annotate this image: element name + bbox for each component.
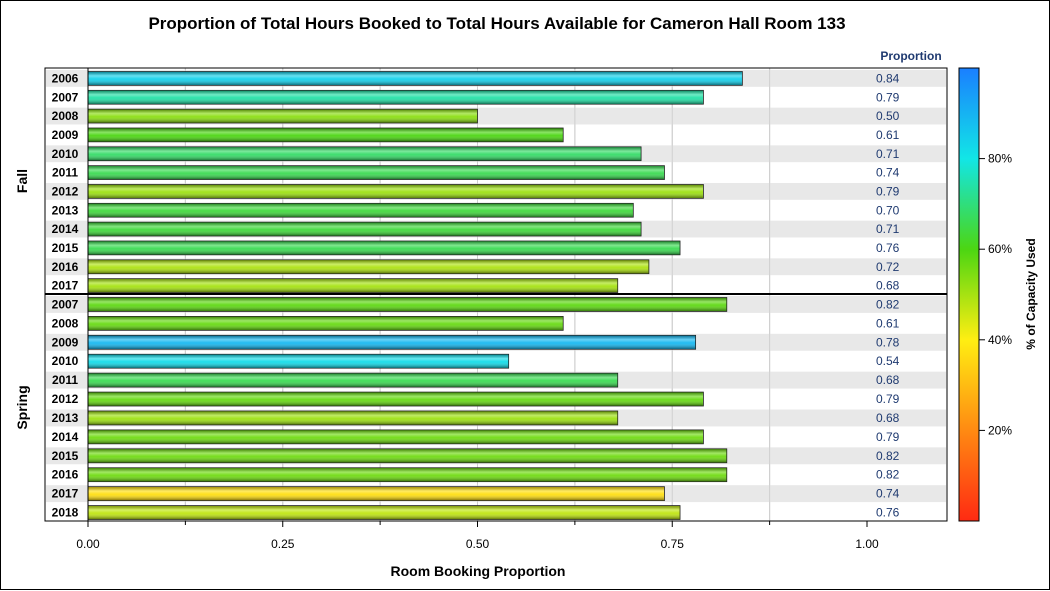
data-label: 0.82 bbox=[876, 468, 900, 482]
y-tick-label: 2006 bbox=[52, 71, 79, 85]
x-tick-label: 1.00 bbox=[855, 537, 879, 551]
data-label: 0.82 bbox=[876, 449, 900, 463]
data-label: 0.61 bbox=[876, 128, 900, 142]
y-tick-label: 2016 bbox=[52, 260, 79, 274]
plot-border bbox=[44, 67, 948, 522]
chart-title: Proportion of Total Hours Booked to Tota… bbox=[148, 14, 845, 33]
data-label: 0.54 bbox=[876, 354, 900, 368]
y-tick-label: 2013 bbox=[52, 411, 79, 425]
bar-shading bbox=[88, 392, 703, 406]
y-tick-label: 2011 bbox=[52, 166, 78, 180]
bar-shading bbox=[88, 506, 680, 519]
colorbar-tick-label: 40% bbox=[988, 333, 1012, 347]
data-label: 0.76 bbox=[876, 241, 900, 255]
bar-shading bbox=[88, 241, 680, 255]
y-tick-label: 2014 bbox=[52, 222, 79, 236]
data-label: 0.71 bbox=[876, 147, 900, 161]
colorbar-tick-label: 60% bbox=[988, 242, 1012, 256]
bar-shading bbox=[88, 487, 664, 501]
colorbar: 80% 60% 40% 20% bbox=[958, 67, 1012, 522]
x-tick-label: 0.00 bbox=[76, 537, 100, 551]
y-tick-label: 2015 bbox=[52, 449, 79, 463]
bar-shading bbox=[88, 260, 649, 274]
data-label: 0.61 bbox=[876, 316, 900, 330]
proportion-column-header: Proportion bbox=[880, 49, 941, 63]
x-tick-label: 0.75 bbox=[661, 537, 685, 551]
group-label: Spring bbox=[14, 385, 30, 429]
y-tick-label: 2007 bbox=[52, 90, 79, 104]
bar-shading bbox=[88, 222, 641, 236]
y-tick-label: 2015 bbox=[52, 241, 79, 255]
y-tick-label: 2018 bbox=[52, 506, 79, 520]
y-tick-label: 2009 bbox=[52, 128, 79, 142]
data-label: 0.76 bbox=[876, 506, 900, 520]
data-label: 0.71 bbox=[876, 222, 900, 236]
data-label: 0.68 bbox=[876, 279, 900, 293]
data-label: 0.79 bbox=[876, 392, 900, 406]
bar-shading bbox=[88, 430, 703, 444]
data-label: 0.74 bbox=[876, 487, 900, 501]
bar-shading bbox=[88, 279, 618, 292]
bar-shading bbox=[88, 128, 563, 142]
bar-shading bbox=[88, 316, 563, 330]
y-tick-label: 2016 bbox=[52, 468, 79, 482]
y-tick-label: 2017 bbox=[52, 279, 79, 293]
data-label: 0.74 bbox=[876, 166, 900, 180]
y-tick-label: 2008 bbox=[52, 316, 79, 330]
bar-shading bbox=[88, 147, 641, 161]
y-tick-label: 2010 bbox=[52, 354, 79, 368]
x-tick-label: 0.25 bbox=[271, 537, 295, 551]
x-tick-label: 0.50 bbox=[466, 537, 490, 551]
data-label: 0.78 bbox=[876, 335, 900, 349]
colorbar-label: % of Capacity Used bbox=[1024, 238, 1038, 349]
data-label: 0.70 bbox=[876, 203, 900, 217]
data-label: 0.50 bbox=[876, 109, 900, 123]
y-tick-label: 2012 bbox=[52, 392, 79, 406]
data-label: 0.79 bbox=[876, 90, 900, 104]
y-tick-label: 2013 bbox=[52, 203, 79, 217]
bar-shading bbox=[88, 185, 703, 198]
y-tick-label: 2011 bbox=[52, 373, 78, 387]
data-label: 0.68 bbox=[876, 411, 900, 425]
bar-shading bbox=[88, 72, 742, 85]
bar-shading bbox=[88, 335, 696, 349]
y-tick-label: 2008 bbox=[52, 109, 79, 123]
group-label: Fall bbox=[14, 169, 30, 193]
bar-shading bbox=[88, 203, 633, 217]
bar-shading bbox=[88, 109, 477, 123]
data-label: 0.84 bbox=[876, 71, 900, 85]
y-tick-label: 2009 bbox=[52, 335, 79, 349]
x-axis-label: Room Booking Proportion bbox=[391, 563, 566, 579]
y-tick-label: 2010 bbox=[52, 147, 79, 161]
bar-shading bbox=[88, 373, 618, 387]
data-label: 0.82 bbox=[876, 297, 900, 311]
colorbar-tick-label: 20% bbox=[988, 423, 1012, 437]
bar-shading bbox=[88, 354, 509, 368]
data-label: 0.68 bbox=[876, 373, 900, 387]
bar-shading bbox=[88, 449, 727, 463]
y-tick-label: 2012 bbox=[52, 184, 79, 198]
bar-shading bbox=[88, 468, 727, 482]
data-label: 0.79 bbox=[876, 184, 900, 198]
y-tick-label: 2017 bbox=[52, 487, 79, 501]
bar-shading bbox=[88, 411, 618, 425]
colorbar-gradient bbox=[958, 67, 980, 522]
y-tick-label: 2007 bbox=[52, 297, 79, 311]
y-tick-label: 2014 bbox=[52, 430, 79, 444]
data-label: 0.79 bbox=[876, 430, 900, 444]
bar-shading bbox=[88, 90, 703, 104]
bar-shading bbox=[88, 298, 727, 311]
bar-shading bbox=[88, 166, 664, 179]
data-label: 0.72 bbox=[876, 260, 900, 274]
plot-area: 2006 0.84 2007 0.79 2008 0.50 2009 0.61 2010 0.71… bbox=[14, 67, 948, 551]
colorbar-tick-label: 80% bbox=[988, 152, 1012, 166]
